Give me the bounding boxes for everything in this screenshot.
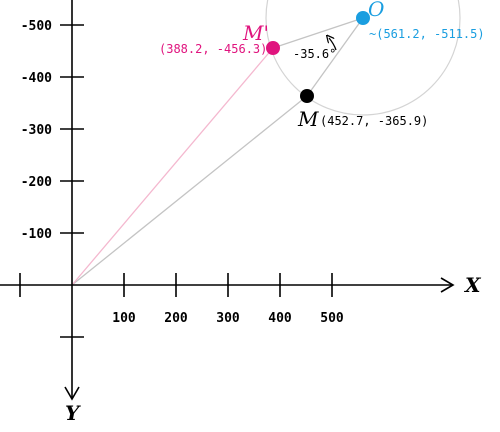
angle-label: -35.6° xyxy=(293,47,336,61)
y-tick-label: -400 xyxy=(21,71,52,86)
point-o-coordinates: ~(561.2, -511.5) xyxy=(369,27,485,41)
x-tick-label: 300 xyxy=(216,311,240,326)
y-tick-label: -300 xyxy=(21,123,52,138)
angle-arc xyxy=(329,38,337,51)
point-m-label: M xyxy=(297,107,319,131)
point-o-label: O xyxy=(368,0,384,21)
y-tick-marks xyxy=(60,24,84,338)
point-m xyxy=(300,89,314,103)
y-axis xyxy=(64,0,80,401)
y-tick-label: -100 xyxy=(21,227,52,242)
x-tick-label: 200 xyxy=(164,311,188,326)
point-m-prime xyxy=(266,41,280,55)
x-axis xyxy=(0,277,455,293)
radius-o-to-m-prime xyxy=(272,17,364,49)
line-origin-to-m-prime xyxy=(71,47,274,286)
y-tick-label: -500 xyxy=(21,19,52,34)
radius-o-to-m xyxy=(306,17,364,97)
x-tick-marks xyxy=(19,273,333,297)
x-tick-label: 400 xyxy=(268,311,292,326)
point-m-prime-label: M' xyxy=(242,21,269,45)
rotation-circle xyxy=(265,0,461,116)
point-m-prime-coordinates: (388.2, -456.3) xyxy=(159,42,267,56)
line-origin-to-m xyxy=(71,95,308,286)
y-axis-label: Y xyxy=(65,401,81,425)
y-tick-label: -200 xyxy=(21,175,52,190)
point-o xyxy=(356,11,370,25)
point-m-coordinates: (452.7, -365.9) xyxy=(320,114,428,128)
x-tick-label: 100 xyxy=(112,311,136,326)
x-tick-label: 500 xyxy=(320,311,344,326)
x-axis-label: X xyxy=(463,273,482,297)
